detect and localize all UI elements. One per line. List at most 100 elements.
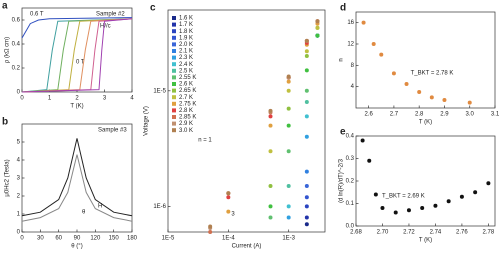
x-tick-label: 1E-4 xyxy=(222,236,235,242)
legend-label: 2.8 K xyxy=(179,108,193,114)
data-point xyxy=(361,20,366,25)
annotation: T_BKT = 2.78 K xyxy=(411,71,454,77)
y-axis-label: μ0Hc2 (Tesla) xyxy=(5,159,11,196)
y-tick-label: 0.1 xyxy=(346,201,355,207)
y-tick-label: 0.0 xyxy=(346,224,355,230)
legend-swatch xyxy=(172,49,176,53)
legend-label: 1.6 K xyxy=(179,16,193,22)
legend-swatch xyxy=(172,75,176,80)
y-tick-label: 1E-6 xyxy=(153,204,166,210)
data-point xyxy=(286,204,291,209)
data-point xyxy=(304,195,309,200)
legend-swatch xyxy=(172,55,176,60)
data-point xyxy=(467,100,472,105)
annotation: 0 T xyxy=(76,60,85,66)
y-axis-label: ρ (kΩ cm) xyxy=(5,37,11,63)
legend-swatch xyxy=(172,115,176,119)
data-point xyxy=(391,71,396,76)
data-point xyxy=(304,53,309,58)
data-point xyxy=(286,215,291,220)
annotation: Sample #3 xyxy=(98,128,127,134)
legend-label: 1.8 K xyxy=(179,29,193,35)
legend-swatch xyxy=(172,82,176,86)
data-point xyxy=(433,203,438,208)
x-tick-label: 2 xyxy=(75,96,79,102)
data-point xyxy=(268,114,273,119)
x-tick-label: 0 xyxy=(20,96,24,102)
data-line xyxy=(21,18,133,93)
data-point xyxy=(442,98,447,102)
legend-label: 2.7 K xyxy=(179,95,193,101)
x-tick-label: 2.9 xyxy=(440,112,449,118)
data-point xyxy=(304,68,309,73)
legend-label: 2.9 K xyxy=(179,121,193,127)
legend-swatch xyxy=(172,108,176,113)
x-tick-label: 0 xyxy=(20,236,24,242)
legend-label: 3.0 K xyxy=(179,128,193,134)
data-point xyxy=(304,88,309,93)
data-point xyxy=(379,52,384,57)
y-tick-label: 12 xyxy=(347,42,354,48)
y-tick-label: 16 xyxy=(347,20,354,26)
y-tick-label: 0 xyxy=(17,90,21,96)
legend-swatch xyxy=(172,88,176,93)
panel-label: b xyxy=(2,117,8,128)
legend-label: 2.65 K xyxy=(179,88,196,94)
legend-label: 1.9 K xyxy=(179,35,193,41)
data-point xyxy=(268,215,273,220)
legend-label: 2.6 K xyxy=(179,82,193,88)
annotation: Sample #2 xyxy=(96,12,125,18)
x-axis-label: θ (°) xyxy=(71,244,82,250)
y-tick-label: 0.4 xyxy=(346,134,355,140)
y-tick-label: 0.6 xyxy=(12,18,21,24)
y-tick-label: 0.2 xyxy=(346,179,355,185)
legend-swatch xyxy=(172,42,176,47)
x-tick-label: 180 xyxy=(127,236,138,242)
data-point xyxy=(373,192,378,197)
annotation: n = 1 xyxy=(198,138,212,144)
annotation: 0.6 T xyxy=(30,12,44,18)
x-axis-label: T (K) xyxy=(419,238,432,244)
y-tick-label: 1 xyxy=(17,212,21,218)
data-line xyxy=(21,17,133,39)
data-point xyxy=(286,106,291,111)
y-tick-label: 3 xyxy=(17,176,21,182)
data-line xyxy=(21,18,133,93)
data-point xyxy=(486,181,491,186)
data-line xyxy=(21,18,133,93)
legend-label: 1.7 K xyxy=(179,22,193,28)
x-tick-label: 2.76 xyxy=(456,230,468,236)
x-tick-label: 2.74 xyxy=(430,230,442,236)
data-point xyxy=(304,134,309,139)
y-tick-label: 4 xyxy=(17,158,21,164)
annotation: H//c xyxy=(100,24,111,30)
annotation: H xyxy=(98,204,102,210)
data-point xyxy=(268,123,273,128)
panel-label: a xyxy=(2,1,8,12)
data-point xyxy=(304,222,309,227)
legend-swatch xyxy=(172,121,176,126)
y-tick-label: 1E-5 xyxy=(153,88,166,94)
annotation: θ xyxy=(82,210,86,216)
panel-label: c xyxy=(150,3,156,14)
x-tick-label: 3 xyxy=(103,96,107,102)
x-axis-label: T (K) xyxy=(70,104,83,110)
x-tick-label: 1E-5 xyxy=(162,236,175,242)
data-point xyxy=(429,95,434,100)
data-point xyxy=(315,19,320,24)
legend-swatch xyxy=(172,128,176,133)
legend-label: 2.3 K xyxy=(179,55,193,61)
data-point xyxy=(268,108,273,113)
data-line xyxy=(21,18,133,93)
plot-frame xyxy=(167,9,326,233)
x-tick-label: 2.7 xyxy=(390,112,399,118)
legend-swatch xyxy=(172,22,176,27)
data-point xyxy=(286,123,291,128)
data-point xyxy=(473,190,478,195)
data-point xyxy=(304,99,309,104)
data-point xyxy=(446,199,451,204)
data-line xyxy=(21,138,133,217)
legend-label: 2.55 K xyxy=(179,75,196,81)
x-axis-label: T (K) xyxy=(419,120,432,126)
legend-swatch xyxy=(172,35,176,40)
